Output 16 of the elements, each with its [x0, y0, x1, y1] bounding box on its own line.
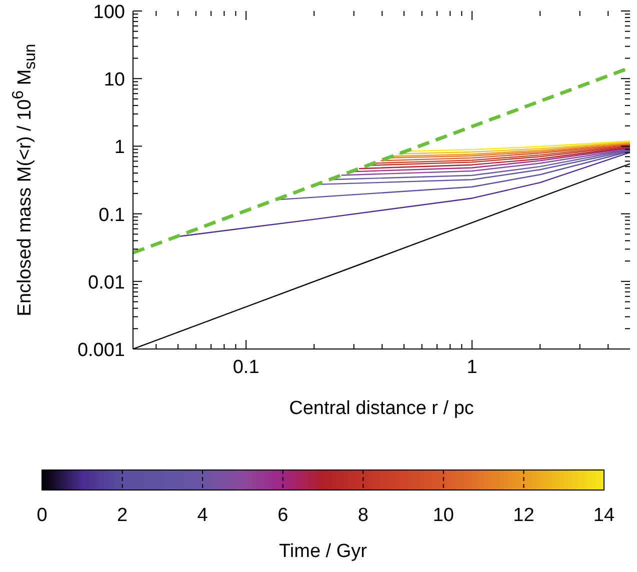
y-tick-label: 0.01 [88, 272, 125, 294]
color-bar-label: 10 [432, 505, 454, 526]
y-tick-label: 0.1 [98, 204, 125, 226]
color-bar-label: 8 [358, 505, 368, 526]
x-axis-title: Central distance r / pc [288, 398, 475, 420]
color-bar-label: 2 [116, 505, 128, 526]
y-tick-label: 100 [93, 2, 125, 23]
color-bar-label: 14 [593, 505, 615, 526]
color-bar-label: 6 [278, 505, 288, 526]
y-tick-label: 0.001 [77, 340, 125, 361]
color-bar-label: 12 [513, 505, 534, 526]
color-bar-label: 4 [197, 505, 208, 526]
y-tick-label: 10 [104, 70, 125, 91]
y-tick-label: 1 [114, 137, 125, 158]
color-bar-label: 0 [36, 505, 48, 526]
color-bar-title: Time / Gyr [279, 541, 368, 562]
